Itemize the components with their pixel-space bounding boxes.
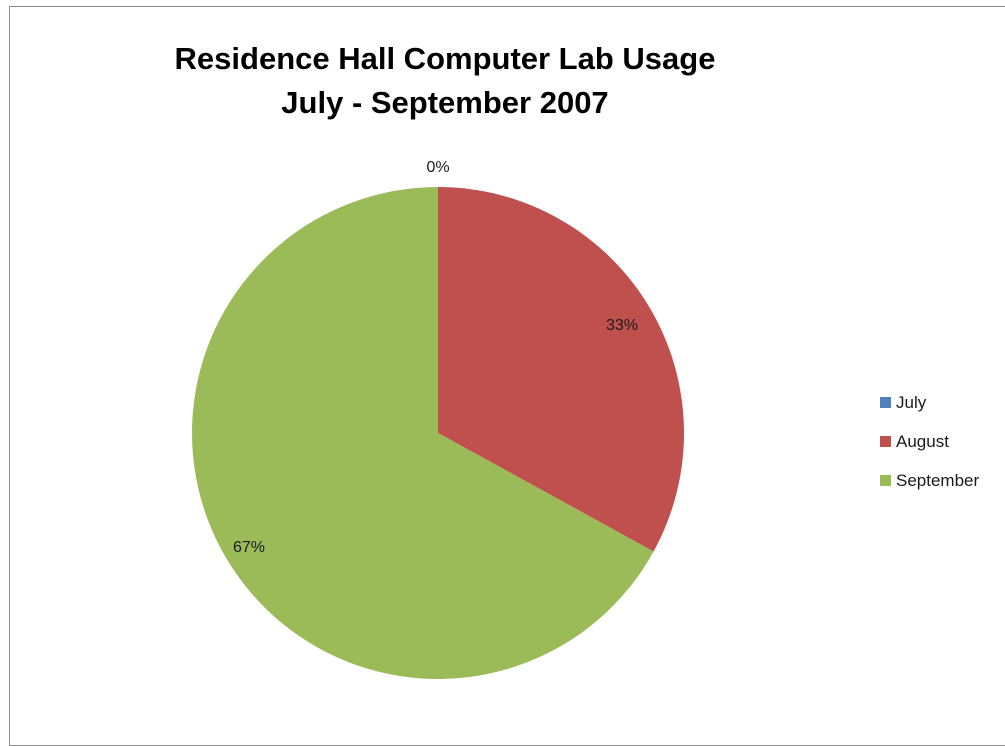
pie-chart: 0% 33% 67% <box>191 159 685 679</box>
legend-swatch-july <box>880 397 891 408</box>
legend-item-september: September <box>880 461 979 500</box>
legend-item-july: July <box>880 383 979 422</box>
data-label-august: 33% <box>606 317 638 334</box>
data-label-september: 67% <box>233 539 265 556</box>
legend-swatch-september <box>880 475 891 486</box>
legend-label-september: September <box>896 470 980 490</box>
legend-item-august: August <box>880 422 979 461</box>
legend-swatch-august <box>880 436 891 447</box>
data-label-july: 0% <box>426 159 449 176</box>
legend-label-august: August <box>896 431 949 451</box>
chart-title-line-1: Residence Hall Computer Lab Usage <box>174 41 716 76</box>
chart-title: Residence Hall Computer Lab Usage July -… <box>10 37 880 125</box>
pie-slice-august <box>438 187 685 552</box>
legend-label-july: July <box>896 392 927 412</box>
chart-title-line-2: July - September 2007 <box>281 85 609 120</box>
legend: July August September <box>880 383 979 500</box>
pie-slice-september <box>191 187 654 679</box>
chart-area: Residence Hall Computer Lab Usage July -… <box>9 6 1005 746</box>
